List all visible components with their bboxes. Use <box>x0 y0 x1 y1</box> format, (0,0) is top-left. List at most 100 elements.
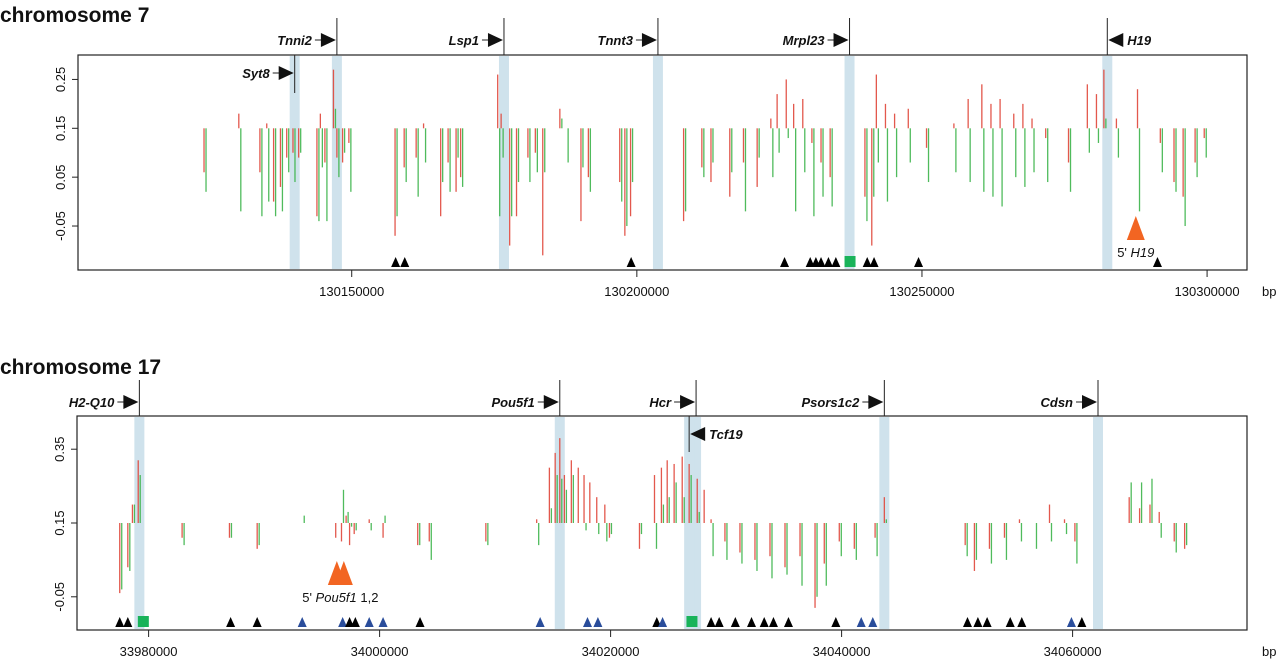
arrow-right-icon <box>278 66 294 80</box>
green-square-marker <box>844 256 856 267</box>
y-tick-label: 0.35 <box>52 437 67 462</box>
black-triangle-marker <box>652 617 662 627</box>
black-triangle-marker <box>714 617 724 627</box>
gene-label-Tcf19: Tcf19 <box>690 427 743 442</box>
gene-label-Mrpl23: Mrpl23 <box>783 33 849 48</box>
black-triangle-marker <box>1152 257 1162 267</box>
black-triangle-marker <box>816 257 826 267</box>
y-tick-label: 0.05 <box>53 165 68 190</box>
black-triangle-marker <box>962 617 972 627</box>
x-axis-unit-label: bp <box>1262 284 1276 299</box>
y-tick-label: -0.05 <box>53 211 68 241</box>
arrow-right-icon <box>543 395 559 409</box>
black-triangle-marker <box>862 257 872 267</box>
gene-highlight-band <box>134 417 145 629</box>
green-square-marker <box>686 616 698 627</box>
black-triangle-marker <box>747 617 757 627</box>
blue-triangle-marker <box>364 617 374 627</box>
arrow-right-icon <box>833 33 849 47</box>
annotation-gene: H19 <box>1131 245 1155 260</box>
black-triangle-marker <box>115 617 125 627</box>
x-axis-unit-label: bp <box>1262 644 1276 659</box>
y-tick-label: -0.05 <box>52 582 67 612</box>
annotation-suffix: 1,2 <box>357 590 379 605</box>
annotation-label: 5' H19 <box>1117 245 1154 260</box>
gene-label-Hcr: Hcr <box>649 395 696 410</box>
gene-highlight-band <box>844 56 855 269</box>
gene-label-H19: H19 <box>1108 33 1152 48</box>
panel-chromosome-17: chromosome 17 0.35 0.15 -0.05 33980000 340000… <box>0 356 1276 659</box>
black-triangle-marker <box>823 257 833 267</box>
gene-name: Hcr <box>649 395 672 410</box>
gene-highlight-band <box>331 56 342 269</box>
black-triangle-marker <box>831 257 841 267</box>
x-tick-label: 130250000 <box>889 284 954 299</box>
gene-name: Psors1c2 <box>802 395 861 410</box>
black-triangle-marker <box>730 617 740 627</box>
green-square-marker <box>137 616 149 627</box>
black-triangle-marker <box>914 257 924 267</box>
x-tick-label: 130150000 <box>319 284 384 299</box>
blue-triangle-marker <box>1066 617 1076 627</box>
arrow-right-icon <box>487 33 503 47</box>
black-triangle-marker <box>706 617 716 627</box>
panel-title: chromosome 17 <box>0 356 161 379</box>
gene-name: Tcf19 <box>709 427 743 442</box>
black-triangle-marker <box>783 617 793 627</box>
arrow-right-icon <box>1082 395 1098 409</box>
gene-highlight-band <box>498 56 509 269</box>
x-tick-label: 34000000 <box>351 644 409 659</box>
x-tick-label: 130300000 <box>1175 284 1240 299</box>
blue-triangle-marker <box>378 617 388 627</box>
gene-name: Tnni2 <box>277 33 312 48</box>
black-triangle-marker <box>982 617 992 627</box>
black-triangle-marker <box>350 617 360 627</box>
annotation-label: 5' Pou5f1 1,2 <box>302 590 378 605</box>
gene-name: Tnnt3 <box>598 33 634 48</box>
gene-name: Lsp1 <box>449 33 479 48</box>
black-triangle-marker <box>226 617 236 627</box>
gene-label-Tnnt3: Tnnt3 <box>598 33 657 48</box>
x-tick-label: 130200000 <box>604 284 669 299</box>
y-tick-label: 0.15 <box>53 116 68 141</box>
blue-triangle-marker <box>338 617 348 627</box>
black-triangle-marker <box>1005 617 1015 627</box>
black-triangle-marker <box>869 257 879 267</box>
black-triangle-marker <box>391 257 401 267</box>
x-tick-label: 34040000 <box>813 644 871 659</box>
plot-frame <box>77 54 1248 271</box>
black-triangle-marker <box>626 257 636 267</box>
x-tick-label: 33980000 <box>120 644 178 659</box>
y-tick-label: 0.25 <box>53 67 68 92</box>
gene-name: H19 <box>1127 33 1152 48</box>
arrow-right-icon <box>868 395 884 409</box>
annotation-prefix: 5' <box>1117 245 1130 260</box>
arrow-left-icon <box>690 427 706 441</box>
gene-label-Tnni2: Tnni2 <box>277 33 336 48</box>
black-triangle-marker <box>831 617 841 627</box>
gene-label-H2-Q10: H2-Q10 <box>69 395 139 410</box>
blue-triangle-marker <box>593 617 603 627</box>
blue-triangle-marker <box>856 617 866 627</box>
black-triangle-marker <box>768 617 778 627</box>
gene-highlight-band <box>1093 417 1104 629</box>
gene-name: Syt8 <box>242 66 270 81</box>
black-triangle-marker <box>805 257 815 267</box>
gene-name: Cdsn <box>1041 395 1074 410</box>
blue-triangle-marker <box>297 617 307 627</box>
blue-triangle-marker <box>658 617 668 627</box>
annotation-prefix: 5' <box>302 590 315 605</box>
blue-triangle-marker <box>535 617 545 627</box>
x-tick-label: 34020000 <box>582 644 640 659</box>
gene-label-Cdsn: Cdsn <box>1041 395 1098 410</box>
blue-triangle-marker <box>583 617 593 627</box>
gene-name: Mrpl23 <box>783 33 826 48</box>
black-triangle-marker <box>345 617 355 627</box>
gene-name: Pou5f1 <box>491 395 534 410</box>
x-tick-label: 34060000 <box>1044 644 1102 659</box>
blue-triangle-marker <box>868 617 878 627</box>
gene-label-Syt8: Syt8 <box>242 66 294 81</box>
arrow-right-icon <box>641 33 657 47</box>
black-triangle-marker <box>400 257 410 267</box>
